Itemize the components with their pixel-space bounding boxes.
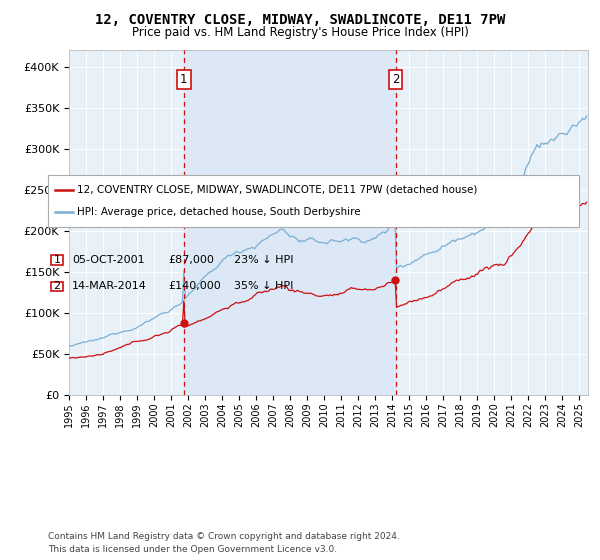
Text: 2: 2 <box>392 73 400 86</box>
Text: 23% ↓ HPI: 23% ↓ HPI <box>234 255 293 265</box>
Text: Contains HM Land Registry data © Crown copyright and database right 2024.
This d: Contains HM Land Registry data © Crown c… <box>48 533 400 554</box>
Text: 12, COVENTRY CLOSE, MIDWAY, SWADLINCOTE, DE11 7PW (detached house): 12, COVENTRY CLOSE, MIDWAY, SWADLINCOTE,… <box>77 185 477 195</box>
Text: 1: 1 <box>180 73 188 86</box>
Text: HPI: Average price, detached house, South Derbyshire: HPI: Average price, detached house, Sout… <box>77 207 361 217</box>
Text: 14-MAR-2014: 14-MAR-2014 <box>72 282 147 291</box>
Text: 12, COVENTRY CLOSE, MIDWAY, SWADLINCOTE, DE11 7PW: 12, COVENTRY CLOSE, MIDWAY, SWADLINCOTE,… <box>95 13 505 27</box>
Text: £87,000: £87,000 <box>168 255 214 265</box>
Bar <box>184 50 396 395</box>
Text: Price paid vs. HM Land Registry's House Price Index (HPI): Price paid vs. HM Land Registry's House … <box>131 26 469 39</box>
Text: 05-OCT-2001: 05-OCT-2001 <box>72 255 145 265</box>
Text: 35% ↓ HPI: 35% ↓ HPI <box>234 282 293 291</box>
Text: 2: 2 <box>53 282 61 291</box>
Text: £140,000: £140,000 <box>168 282 221 291</box>
Text: 1: 1 <box>53 255 61 265</box>
